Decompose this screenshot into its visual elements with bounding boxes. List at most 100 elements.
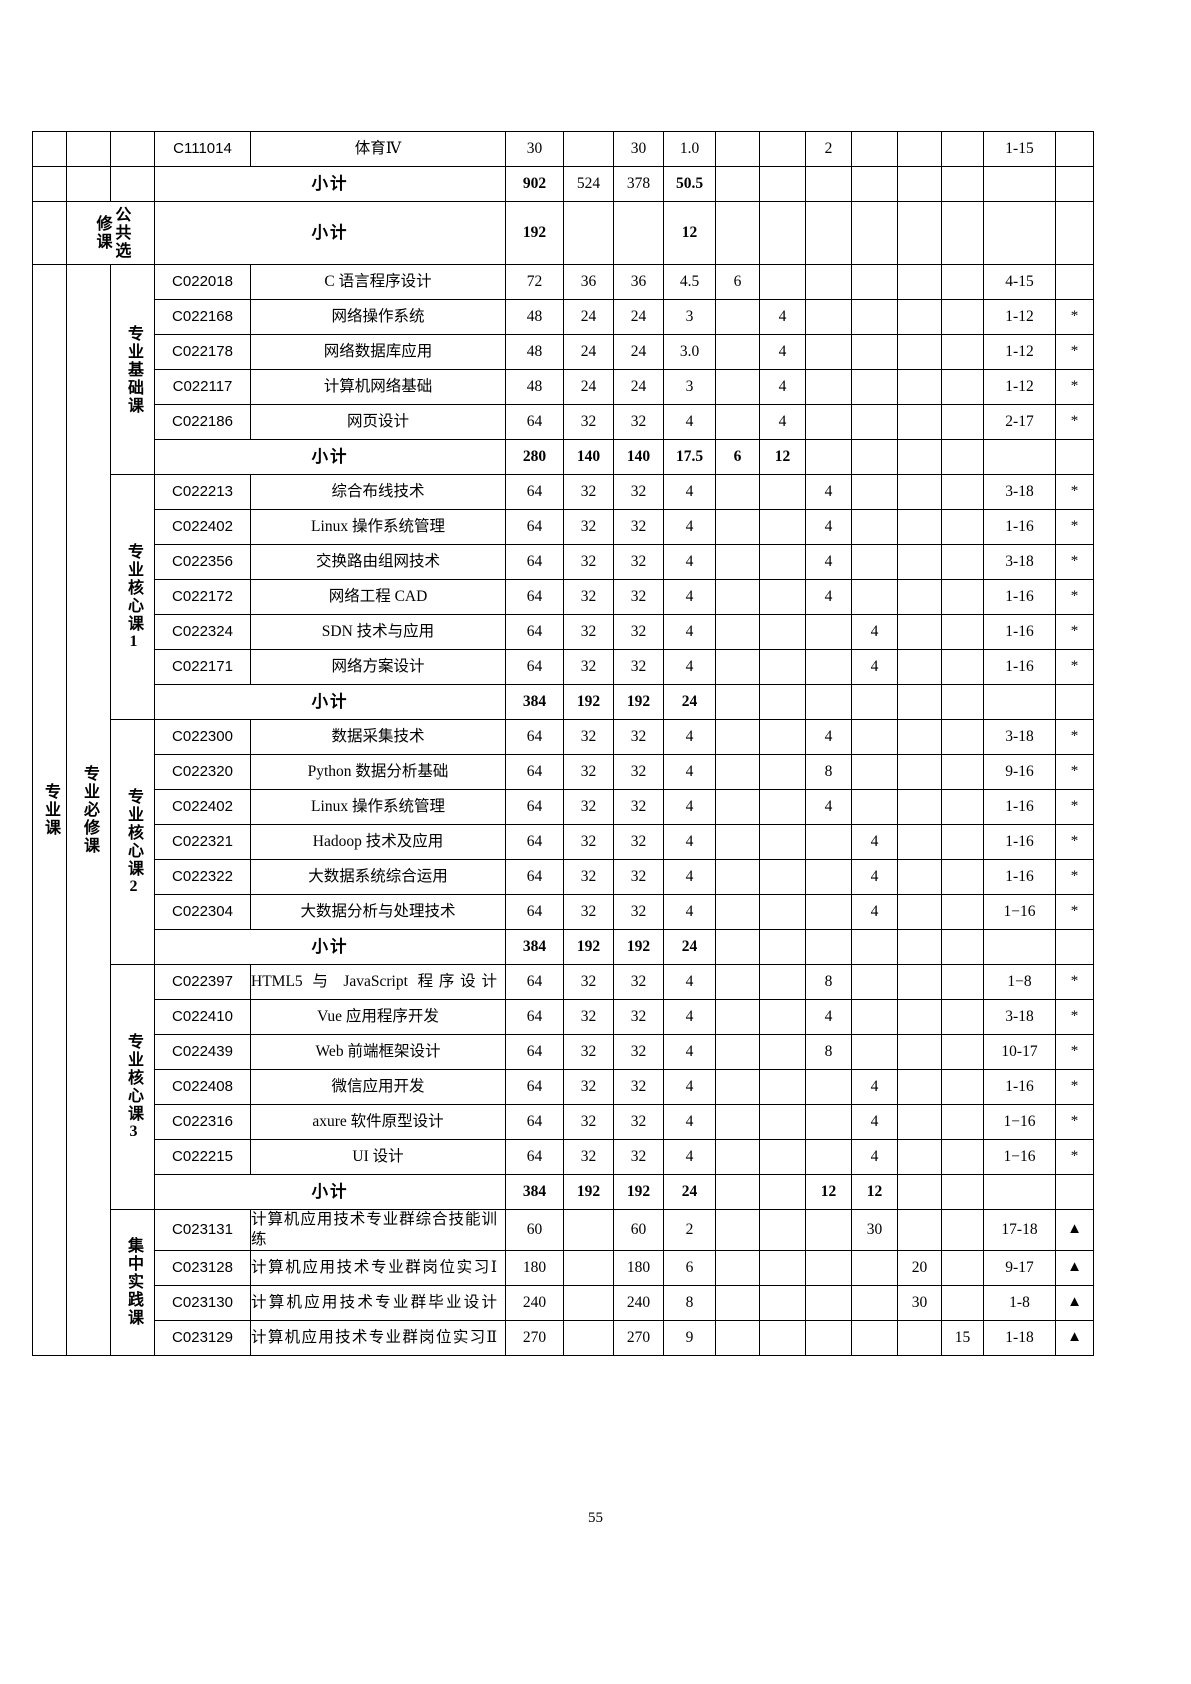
credits: 4 xyxy=(663,404,716,440)
course-name: 数据采集技术 xyxy=(250,719,506,755)
theory-hours: 140 xyxy=(563,439,614,475)
total-hours: 48 xyxy=(505,369,564,405)
category-level3-blank xyxy=(110,131,155,167)
semester-1 xyxy=(715,719,760,755)
course-marker: * xyxy=(1055,999,1094,1035)
semester-5 xyxy=(897,754,942,790)
semester-3: 12 xyxy=(805,1174,852,1210)
semester-1 xyxy=(715,201,760,265)
week-range: 1-8 xyxy=(983,1284,1056,1321)
course-marker: * xyxy=(1055,894,1094,930)
semester-4 xyxy=(851,264,898,300)
category-major-core-1: 专业核心课1 xyxy=(110,474,155,720)
week-range: 1-16 xyxy=(983,579,1056,615)
credits: 4 xyxy=(663,859,716,895)
practice-hours: 140 xyxy=(613,439,664,475)
semester-6 xyxy=(941,1069,984,1105)
curriculum-table: C111014 体育Ⅳ 30 30 1.0 2 1-15 小计 902 524 … xyxy=(32,131,1094,1356)
table-row: 专业核心课2 C022300 数据采集技术 64 32 32 4 4 3-18 … xyxy=(33,719,1094,965)
semester-4: 4 xyxy=(851,1139,898,1175)
course-name: 网页设计 xyxy=(250,404,506,440)
course-name: 计算机应用技术专业群岗位实习Ⅰ xyxy=(250,1249,506,1286)
semester-5 xyxy=(897,1209,942,1251)
week-range: 17-18 xyxy=(983,1209,1056,1251)
table-row: 公共选修课 小计 192 12 xyxy=(32,201,1094,265)
course-marker: * xyxy=(1055,474,1094,510)
semester-6 xyxy=(941,299,984,335)
semester-6 xyxy=(941,719,984,755)
semester-2 xyxy=(759,544,806,580)
semester-1 xyxy=(715,1174,760,1210)
week-range: 10-17 xyxy=(983,1034,1056,1070)
semester-6 xyxy=(941,1284,984,1321)
total-hours: 60 xyxy=(505,1209,564,1251)
semester-2 xyxy=(759,131,806,167)
semester-5 xyxy=(897,544,942,580)
course-name: SDN 技术与应用 xyxy=(250,614,506,650)
course-name: 网络操作系统 xyxy=(250,299,506,335)
semester-4: 4 xyxy=(851,824,898,860)
theory-hours xyxy=(563,1319,614,1356)
table-row: C022402 Linux 操作系统管理 64 32 32 4 4 1-16 * xyxy=(33,789,1094,825)
semester-5 xyxy=(897,264,942,300)
semester-3: 8 xyxy=(805,964,852,1000)
semester-4 xyxy=(851,999,898,1035)
credits: 2 xyxy=(663,1209,716,1251)
semester-5 xyxy=(897,474,942,510)
total-hours: 30 xyxy=(505,131,564,167)
theory-hours: 32 xyxy=(563,579,614,615)
semester-1 xyxy=(715,1249,760,1286)
total-hours: 64 xyxy=(505,1139,564,1175)
theory-hours: 24 xyxy=(563,299,614,335)
course-code: C022322 xyxy=(154,859,251,895)
semester-4 xyxy=(851,544,898,580)
table-row: 小计 384 192 192 24 12 12 xyxy=(33,1174,1094,1210)
semester-1 xyxy=(715,789,760,825)
credits: 50.5 xyxy=(663,166,716,202)
semester-5 xyxy=(897,894,942,930)
semester-4 xyxy=(851,166,898,202)
credits: 24 xyxy=(663,1174,716,1210)
course-name: Hadoop 技术及应用 xyxy=(250,824,506,860)
subtotal-label: 小计 xyxy=(154,166,506,202)
course-marker xyxy=(1055,201,1094,265)
week-range: 4-15 xyxy=(983,264,1056,300)
table-row: C022168 网络操作系统 48 24 24 3 4 1-12 * xyxy=(33,299,1094,335)
semester-4: 30 xyxy=(851,1209,898,1251)
total-hours: 384 xyxy=(505,684,564,720)
course-code: C023131 xyxy=(154,1209,251,1251)
semester-6 xyxy=(941,579,984,615)
semester-2 xyxy=(759,1069,806,1105)
table-row: 专业课 专业必修课 专业基础课 C022018 C 语言程序设计 72 36 3… xyxy=(32,264,1094,1356)
course-code: C022410 xyxy=(154,999,251,1035)
semester-4: 4 xyxy=(851,894,898,930)
semester-1 xyxy=(715,404,760,440)
table-row: C022320 Python 数据分析基础 64 32 32 4 8 9-16 … xyxy=(33,754,1094,790)
theory-hours: 32 xyxy=(563,999,614,1035)
week-range: 1-18 xyxy=(983,1319,1056,1356)
practice-hours: 24 xyxy=(613,369,664,405)
semester-1 xyxy=(715,544,760,580)
practice-hours: 24 xyxy=(613,299,664,335)
total-hours: 902 xyxy=(505,166,564,202)
course-marker: ▲ xyxy=(1055,1319,1094,1356)
course-name: Linux 操作系统管理 xyxy=(250,789,506,825)
total-hours: 64 xyxy=(505,649,564,685)
theory-hours: 32 xyxy=(563,894,614,930)
table-row: C022186 网页设计 64 32 32 4 4 2-17 * xyxy=(33,404,1094,440)
category-major-core-2-label: 专业核心课2 xyxy=(124,787,142,897)
course-code: C023129 xyxy=(154,1319,251,1356)
credits: 6 xyxy=(663,1249,716,1286)
semester-6 xyxy=(941,404,984,440)
course-name: C 语言程序设计 xyxy=(250,264,506,300)
semester-4 xyxy=(851,1249,898,1286)
semester-1 xyxy=(715,754,760,790)
table-row: C022172 网络工程 CAD 64 32 32 4 4 1-16 * xyxy=(33,579,1094,615)
total-hours: 64 xyxy=(505,544,564,580)
semester-2 xyxy=(759,754,806,790)
practice-hours: 32 xyxy=(613,894,664,930)
practice-hours xyxy=(613,201,664,265)
semester-6 xyxy=(941,1034,984,1070)
theory-hours: 32 xyxy=(563,824,614,860)
semester-1 xyxy=(715,1034,760,1070)
